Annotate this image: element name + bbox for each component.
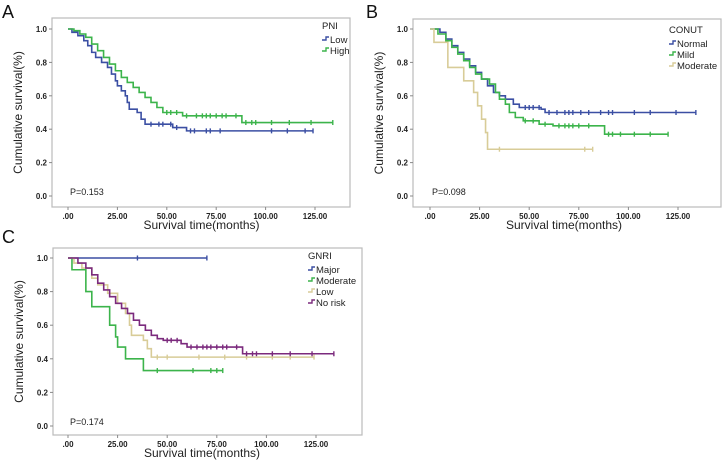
- legend-swatch: [308, 266, 315, 271]
- x-tick-label: 125.00: [303, 212, 328, 221]
- x-tick-label: 100.00: [254, 440, 279, 449]
- x-tick-label: 50.00: [157, 440, 178, 449]
- panel-B: B 0.0 0.2 0.4 0.6 0.8 1.0 .00 25.00 50.00 75.00 100…: [366, 2, 722, 232]
- panel-label: C: [2, 227, 15, 247]
- survival-curve-moderate: [68, 257, 223, 372]
- y-axis-title: Cumulative survival(%): [11, 51, 25, 174]
- y-tick-label: 0.4: [36, 125, 48, 134]
- panel-C: C 0.0 0.2 0.4 0.6 0.8 1.0 .00 25.00 50.00 75.00 100…: [2, 227, 363, 460]
- legend-entry: Low: [316, 287, 334, 298]
- y-tick-label: 0.4: [397, 125, 409, 134]
- x-tick-label: 50.00: [157, 212, 178, 221]
- legend-entry: High: [330, 46, 350, 57]
- y-tick-label: 0.6: [397, 92, 409, 101]
- x-tick-label: 25.00: [108, 440, 129, 449]
- panel-A: A 0.0 0.2 0.4 0.6 0.8 1.0 .00 25.00 50.00 75.00 100…: [2, 2, 351, 232]
- legend-swatch: [322, 36, 329, 41]
- legend-swatch: [308, 288, 315, 293]
- survival-curve-high: [68, 28, 333, 124]
- y-axis-title: Cumulative survival(%): [12, 280, 26, 403]
- p-value-annotation: P=0.174: [70, 417, 104, 427]
- y-tick-label: 0.6: [36, 92, 48, 101]
- legend-entry: Mild: [677, 50, 694, 61]
- legend-swatch: [308, 299, 315, 304]
- legend-title: PNI: [322, 21, 338, 32]
- x-axis-title: Survival time(months): [506, 218, 622, 232]
- y-tick-label: 0.2: [37, 388, 49, 397]
- y-tick-label: 1.0: [37, 254, 49, 263]
- x-tick-label: 125.00: [666, 212, 691, 221]
- y-tick-label: 0.0: [36, 192, 48, 201]
- survival-curve-moderate: [430, 28, 593, 151]
- p-value-annotation: P=0.153: [70, 187, 104, 197]
- survival-curve-no-risk: [68, 257, 334, 355]
- legend-title: GNRI: [308, 251, 332, 262]
- y-axis-title: Cumulative survival(%): [372, 52, 386, 175]
- legend-entry: No risk: [316, 298, 346, 309]
- x-tick-label: 25.00: [470, 212, 491, 221]
- legend-entry: Normal: [677, 39, 708, 50]
- legend-entry: Moderate: [677, 61, 717, 72]
- plot-frame: [412, 18, 722, 208]
- x-tick-label: 75.00: [207, 440, 228, 449]
- legend-entry: Major: [316, 265, 340, 276]
- plot-frame: [52, 247, 363, 436]
- legend-entry: Low: [330, 35, 348, 46]
- legend-swatch: [669, 40, 676, 45]
- x-tick-label: 25.00: [107, 212, 128, 221]
- x-axis-title: Survival time(months): [143, 218, 259, 232]
- legend-swatch: [669, 51, 676, 56]
- x-tick-label: .00: [424, 212, 436, 221]
- x-tick-label: 100.00: [616, 212, 641, 221]
- x-tick-label: 100.00: [253, 212, 278, 221]
- survival-curve-low: [68, 28, 314, 132]
- y-tick-label: 0.4: [37, 355, 49, 364]
- y-tick-label: 1.0: [36, 25, 48, 34]
- x-tick-label: 125.00: [304, 440, 329, 449]
- panel-label: A: [2, 2, 14, 22]
- legend-swatch: [322, 47, 329, 52]
- x-tick-label: 75.00: [206, 212, 227, 221]
- y-tick-label: 0.0: [37, 422, 49, 431]
- legend-title: CONUT: [669, 25, 703, 36]
- survival-curve-mild: [430, 28, 669, 136]
- y-tick-label: 0.2: [397, 159, 409, 168]
- survival-curve-low: [68, 257, 315, 358]
- p-value-annotation: P=0.098: [432, 187, 466, 197]
- x-tick-label: 75.00: [569, 212, 590, 221]
- y-tick-label: 0.8: [397, 58, 409, 67]
- survival-curve-normal: [430, 28, 696, 114]
- y-tick-label: 0.2: [36, 159, 48, 168]
- x-axis-title: Survival time(months): [144, 446, 260, 460]
- legend-swatch: [669, 62, 676, 67]
- y-tick-label: 0.8: [36, 58, 48, 67]
- y-tick-label: 0.6: [37, 321, 49, 330]
- x-tick-label: 50.00: [519, 212, 540, 221]
- legend-swatch: [308, 277, 315, 282]
- panel-label: B: [366, 2, 378, 22]
- y-tick-label: 1.0: [397, 25, 409, 34]
- y-tick-label: 0.8: [37, 288, 49, 297]
- x-tick-label: .00: [62, 440, 74, 449]
- x-tick-label: .00: [62, 212, 74, 221]
- plot-frame: [51, 17, 351, 208]
- legend-entry: Moderate: [316, 276, 356, 287]
- y-tick-label: 0.0: [397, 192, 409, 201]
